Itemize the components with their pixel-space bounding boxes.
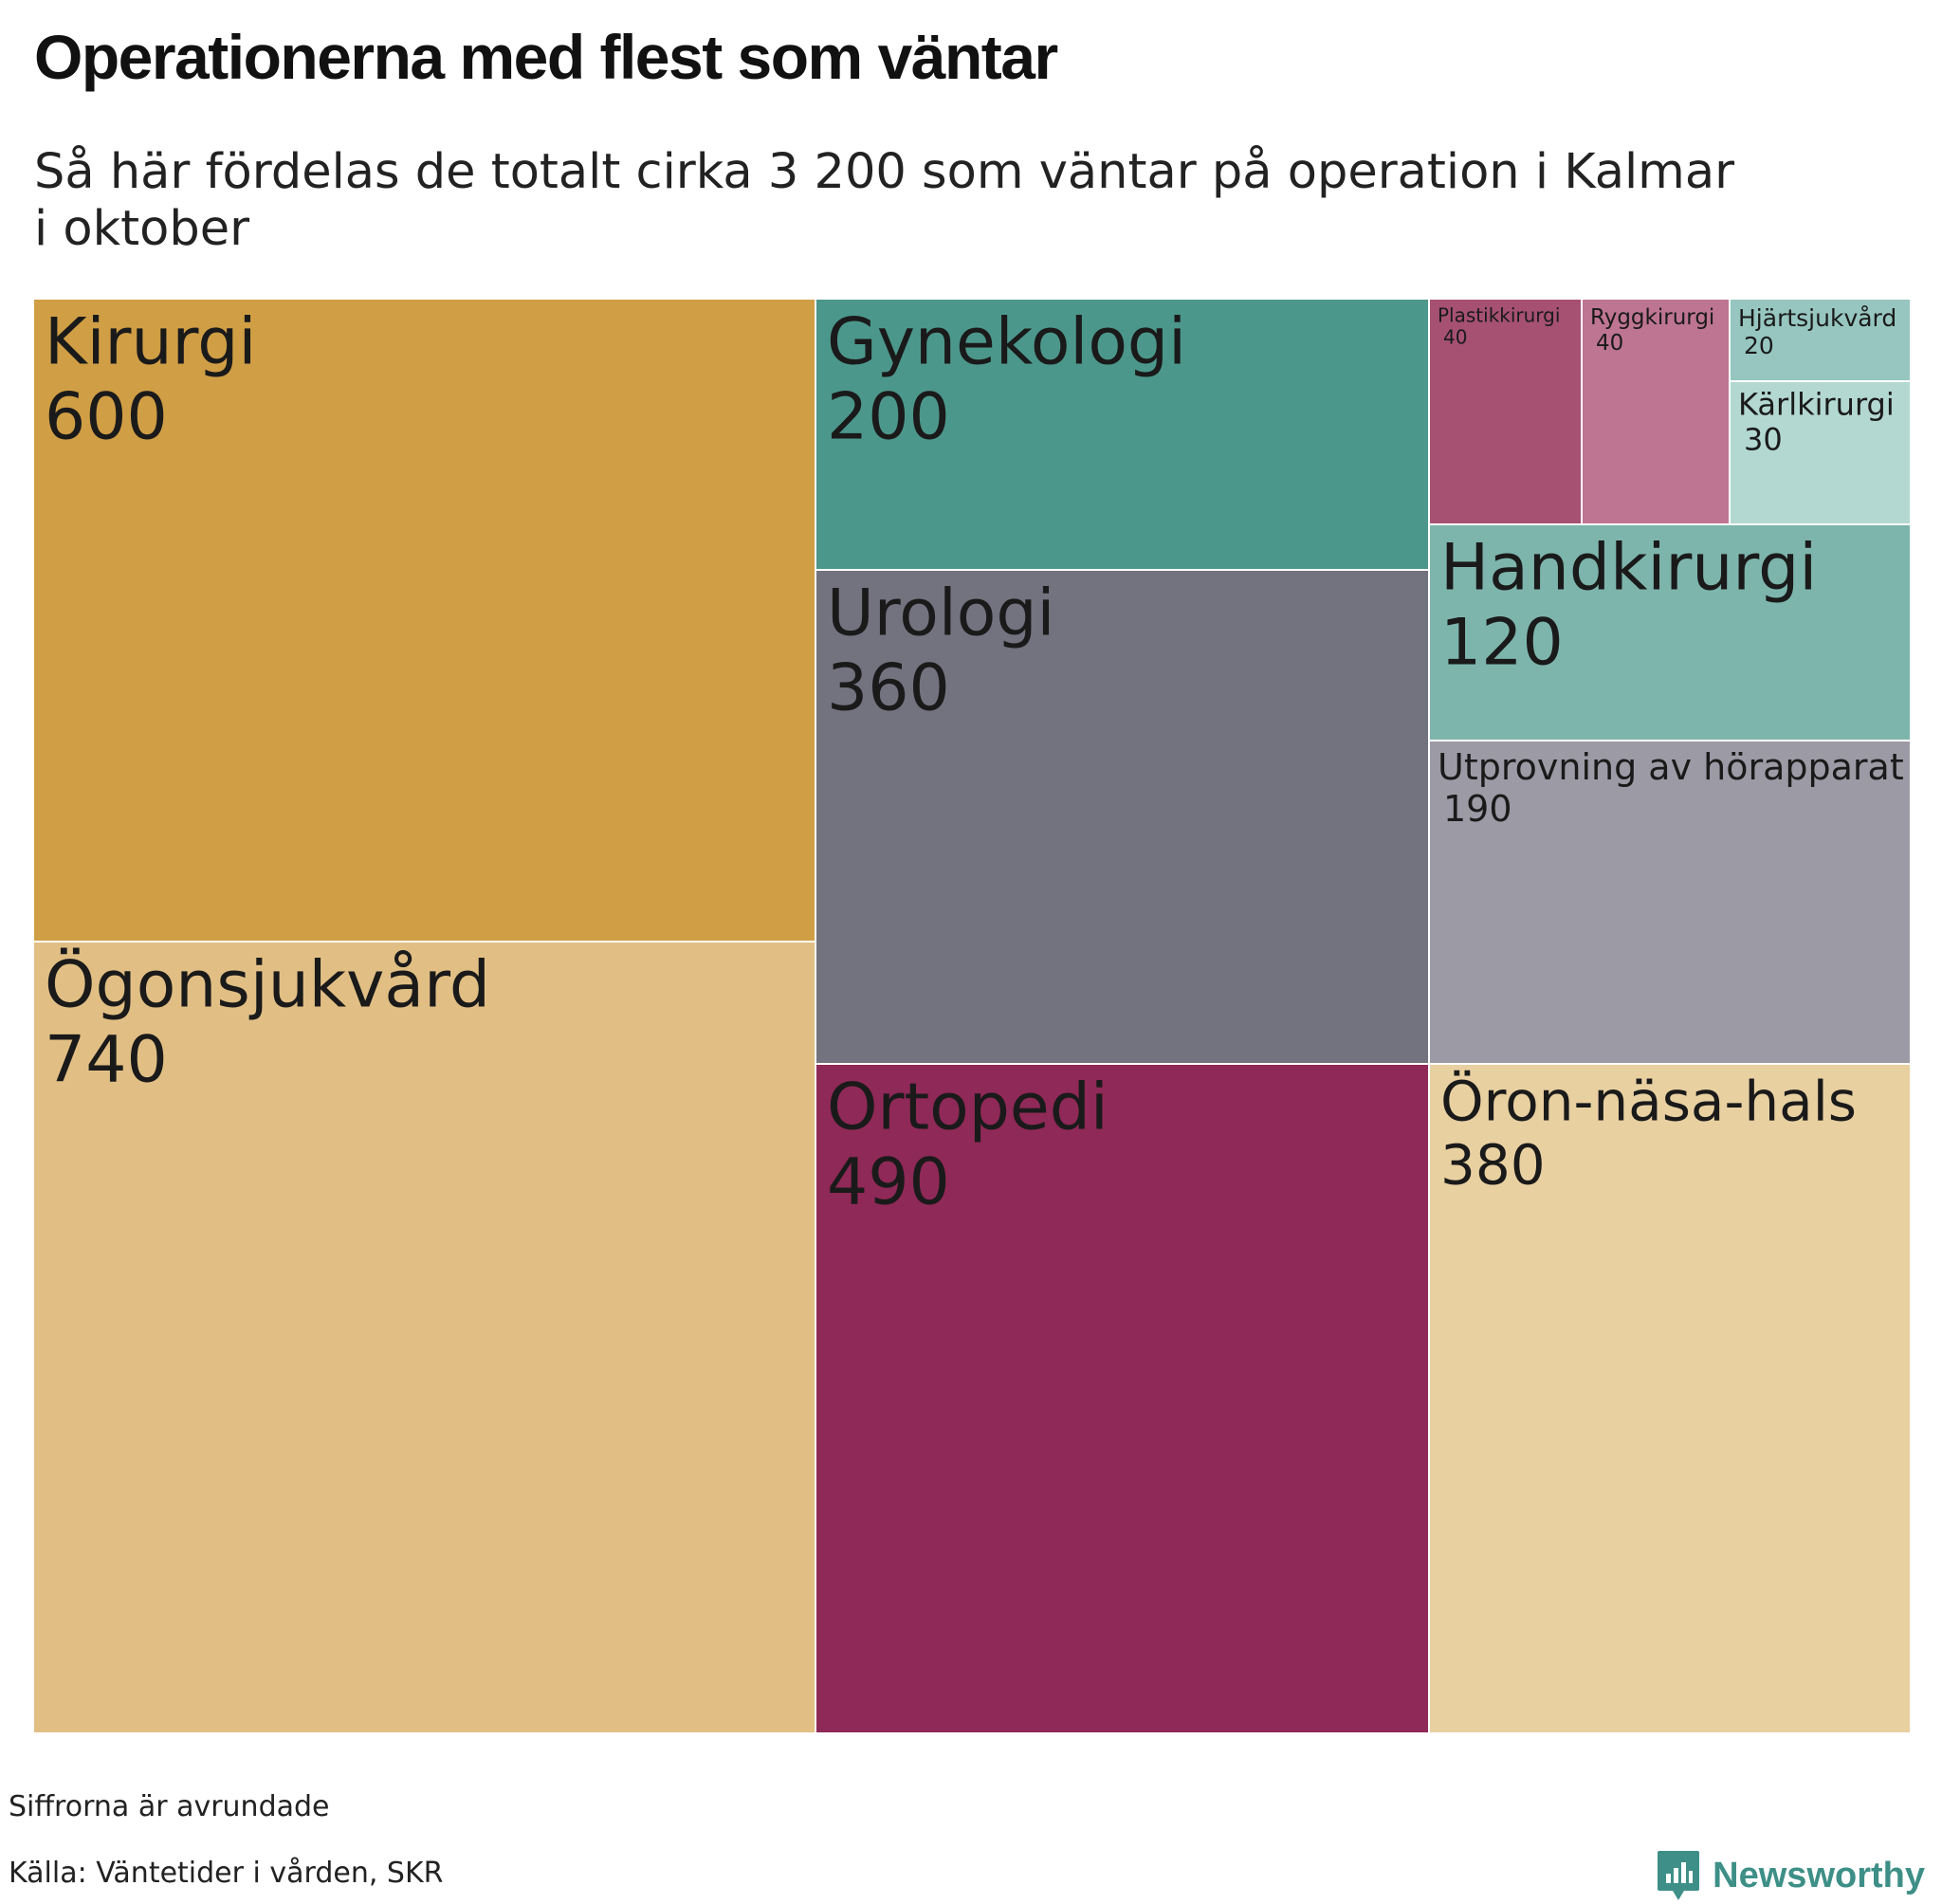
tile-label-gynekologi: Gynekologi [827, 305, 1186, 380]
tile-rect-ryggkirurgi [1581, 299, 1731, 525]
tile-rect-karlkirurgi [1729, 380, 1911, 525]
tile-rect-hjartsjukvard [1729, 299, 1911, 382]
tile-value-hjartsjukvard: 20 [1744, 332, 1774, 359]
tile-label-ortopedi: Ortopedi [827, 1071, 1108, 1145]
brand-name: Newsworthy [1713, 1855, 1925, 1895]
tile-label-kirurgi: Kirurgi [45, 305, 256, 380]
tile-value-urologi: 360 [827, 650, 950, 725]
tile-rect-ogonsjukvard [33, 941, 816, 1733]
tile-value-ogonsjukvard: 740 [45, 1022, 168, 1097]
tile-value-kirurgi: 600 [45, 379, 168, 454]
tile-label-plastikkirurgi: Plastikkirurgi [1438, 303, 1560, 326]
tile-rect-urologi [815, 569, 1430, 1065]
tile-value-ortopedi: 490 [827, 1144, 950, 1219]
tile-rect-oron-nasa-hals [1428, 1063, 1911, 1733]
newsworthy-logo[interactable]: Newsworthy [1656, 1847, 1925, 1904]
treemap-chart: Kirurgi600Ögonsjukvård740Gynekologi200Ur… [33, 299, 1911, 1733]
tile-label-ogonsjukvard: Ögonsjukvård [45, 948, 490, 1023]
newsworthy-icon [1658, 1851, 1700, 1900]
tile-label-urologi: Urologi [827, 577, 1054, 651]
tile-label-handkirurgi: Handkirurgi [1440, 531, 1817, 606]
chart-title: Operationerna med flest som väntar [34, 22, 1058, 92]
tile-value-handkirurgi: 120 [1440, 605, 1564, 680]
tile-label-utprovning-av-horapparat: Utprovning av hörapparat [1438, 746, 1904, 788]
tile-label-hjartsjukvard: Hjärtsjukvård [1738, 304, 1896, 332]
footnote-source: Källa: Väntetider i vården, SKR [9, 1857, 444, 1890]
footnote-rounding: Siffrorna är avrundade [9, 1790, 330, 1823]
tile-value-ryggkirurgi: 40 [1596, 331, 1623, 356]
tile-value-plastikkirurgi: 40 [1443, 326, 1467, 349]
chart-subtitle: Så här fördelas de totalt cirka 3 200 so… [34, 144, 1735, 257]
tile-rect-utprovning-av-horapparat [1428, 740, 1911, 1065]
tile-rect-handkirurgi [1428, 523, 1911, 741]
tile-label-ryggkirurgi: Ryggkirurgi [1590, 305, 1714, 330]
tile-rect-kirurgi [33, 299, 816, 943]
tile-label-oron-nasa-hals: Öron-näsa-hals [1440, 1069, 1857, 1133]
tile-label-karlkirurgi: Kärlkirurgi [1738, 386, 1895, 422]
tile-value-utprovning-av-horapparat: 190 [1443, 788, 1512, 830]
tile-value-gynekologi: 200 [827, 379, 950, 454]
tile-rect-ortopedi [815, 1063, 1430, 1733]
tile-value-oron-nasa-hals: 380 [1440, 1133, 1546, 1198]
tile-value-karlkirurgi: 30 [1744, 422, 1783, 458]
